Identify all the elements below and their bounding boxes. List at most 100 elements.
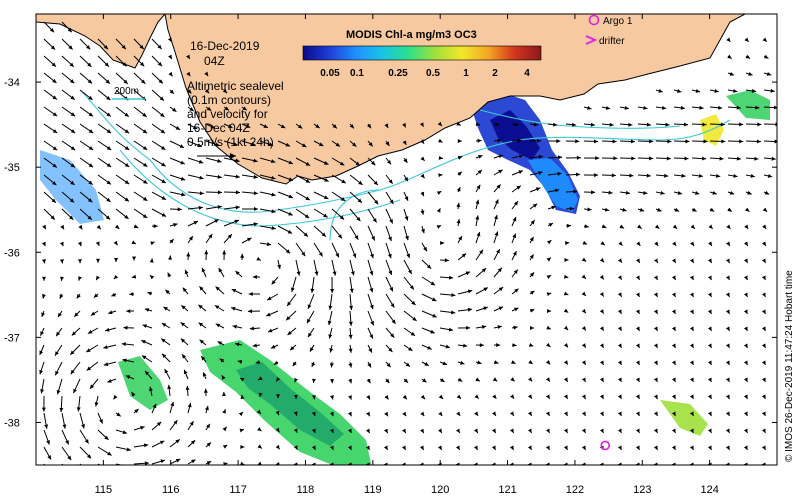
x-tick-label: 116 [162,484,180,496]
velocity-arrow [763,105,777,110]
velocity-arrow [169,223,178,227]
velocity-arrow [402,395,408,400]
velocity-arrow [673,88,682,93]
velocity-arrow [367,327,374,339]
velocity-arrow [277,242,291,254]
velocity-arrow [215,286,225,295]
velocity-arrow [222,409,226,414]
colorbar-tick-label: 0.05 [320,68,340,79]
velocity-arrow [437,445,443,451]
velocity-arrow [61,463,64,465]
velocity-arrow [581,360,587,366]
velocity-arrow [313,208,328,218]
velocity-arrow [653,343,658,349]
velocity-arrow [349,191,363,204]
velocity-arrow [455,445,461,451]
velocity-arrow [653,326,658,332]
velocity-arrow [256,256,262,261]
velocity-arrow [455,462,460,465]
colorbar-tick-label: 4 [524,68,530,79]
velocity-arrow [601,207,610,212]
velocity-arrow [331,259,337,276]
velocity-arrow [403,310,417,322]
velocity-arrow [61,89,76,101]
velocity-arrow [761,343,766,349]
velocity-arrow [655,122,670,127]
velocity-arrow [601,190,613,195]
velocity-arrow [43,446,52,460]
velocity-arrow [43,463,46,465]
velocity-arrow [761,377,766,383]
x-axis: 115 116 117 118 119 120 121 122 123 124 [95,14,719,496]
velocity-arrow [743,309,748,315]
velocity-arrow [421,259,432,270]
velocity-arrow [169,123,181,131]
velocity-arrow [151,440,165,448]
velocity-arrow [43,106,58,117]
credit-text: © IMOS 26-Dec-2019 11:47:24 Hobart time [784,270,795,462]
velocity-arrow [672,224,678,230]
velocity-arrow [402,428,407,434]
velocity-arrow [131,391,136,397]
velocity-arrow [475,215,480,227]
velocity-arrow [745,88,757,93]
velocity-arrow [725,275,730,281]
velocity-arrow [707,360,712,366]
velocity-arrow [438,155,444,160]
velocity-arrow [240,444,245,449]
velocity-arrow [637,224,642,229]
velocity-arrow [619,207,627,212]
velocity-arrow [527,462,532,465]
velocity-arrow [385,191,394,205]
velocity-arrow [187,439,196,448]
colorbar-tick-label: 2 [492,68,498,79]
velocity-arrow [745,54,751,59]
velocity-arrow [313,191,329,200]
velocity-arrow [529,122,539,127]
velocity-arrow [421,293,437,302]
velocity-arrow [115,123,130,134]
description-line-2: (0.1m contours) [187,93,271,107]
velocity-arrow [436,208,441,213]
velocity-arrow [546,342,551,348]
velocity-arrow [727,71,735,76]
velocity-arrow [673,105,685,110]
velocity-arrow [439,293,456,298]
colorbar-tick-label: 0.1 [350,68,364,79]
velocity-arrow [599,275,605,280]
velocity-arrow [671,309,676,315]
velocity-arrow [725,428,730,434]
velocity-arrow [165,289,171,295]
velocity-arrow [493,154,504,159]
velocity-arrow [384,395,389,400]
velocity-arrow [133,408,139,414]
velocity-arrow [97,72,111,85]
velocity-arrow [599,428,604,434]
velocity-arrow [653,445,658,451]
velocity-arrow [79,208,93,221]
velocity-arrow [79,140,94,151]
velocity-arrow [671,258,677,264]
velocity-arrow [689,258,695,264]
velocity-arrow [563,445,568,451]
velocity-arrow [529,254,535,261]
velocity-arrow [217,341,225,346]
velocity-arrow [187,89,192,94]
velocity-arrow [745,207,750,213]
velocity-arrow [160,338,171,346]
velocity-arrow [277,191,294,199]
velocity-arrow [151,123,166,134]
velocity-arrow [637,190,648,195]
velocity-arrow [55,327,63,337]
velocity-arrow [295,208,310,219]
velocity-arrow [151,174,167,184]
velocity-arrow [331,191,346,202]
velocity-arrow [635,275,641,281]
velocity-arrow [599,377,604,383]
velocity-arrow [61,21,73,33]
velocity-arrow [581,394,586,400]
velocity-arrow [61,72,75,84]
velocity-arrow [709,156,724,161]
velocity-arrow [133,106,147,118]
velocity-arrow [403,242,411,259]
